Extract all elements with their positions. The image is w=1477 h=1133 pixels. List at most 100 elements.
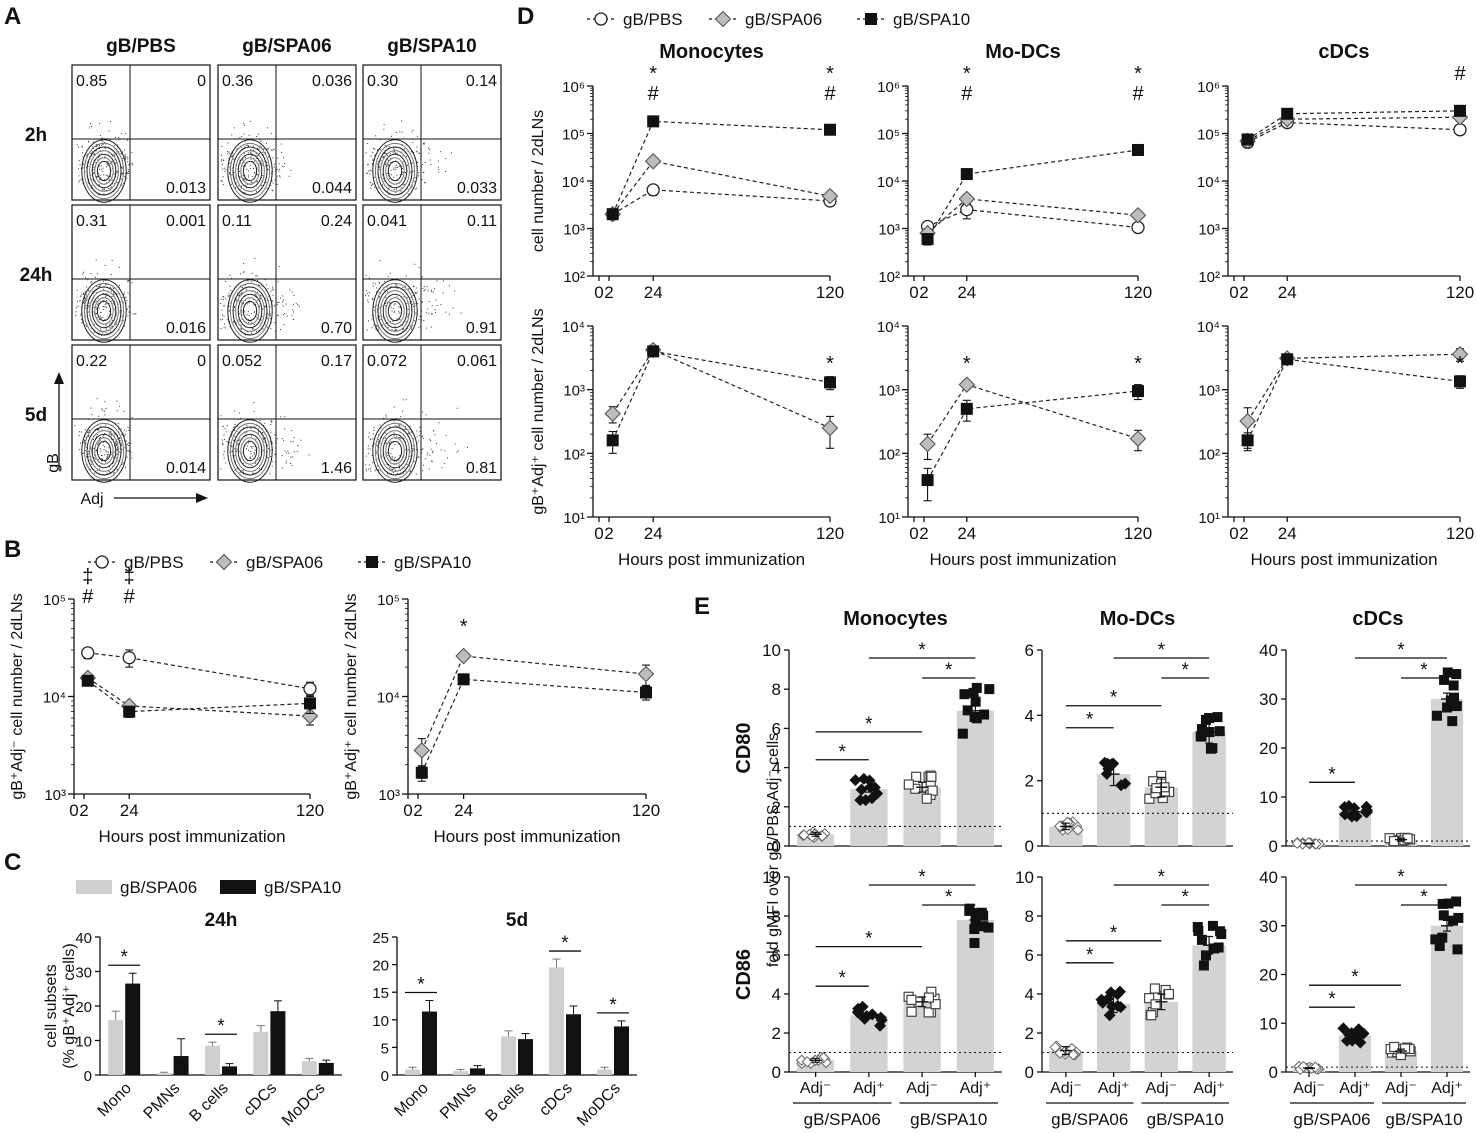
flow-event-dot xyxy=(246,289,248,291)
flow-event-dot xyxy=(271,465,273,467)
flow-event-dot xyxy=(254,258,256,260)
flow-event-dot xyxy=(128,311,130,313)
flow-event-dot xyxy=(418,172,420,174)
flow-event-dot xyxy=(101,408,103,410)
x-tick-label: 0 xyxy=(403,801,412,820)
flow-event-dot xyxy=(84,449,86,451)
data-point xyxy=(647,345,660,358)
flow-contour xyxy=(377,426,413,476)
flow-event-dot xyxy=(272,305,274,307)
flow-event-dot xyxy=(411,177,413,179)
flow-event-dot xyxy=(377,439,379,441)
flow-event-dot xyxy=(256,316,258,318)
data-point xyxy=(849,774,862,787)
flow-event-dot xyxy=(400,416,402,418)
flow-event-dot xyxy=(394,303,396,305)
flow-event-dot xyxy=(95,175,97,177)
flow-event-dot xyxy=(264,441,266,443)
flow-event-dot xyxy=(251,322,253,324)
flow-event-dot xyxy=(123,155,125,157)
y-tick-label: 10³ xyxy=(1198,222,1220,239)
flow-event-dot xyxy=(106,166,108,168)
flow-event-dot xyxy=(431,313,433,315)
flow-event-dot xyxy=(101,454,103,456)
flow-event-dot xyxy=(242,123,244,125)
flow-event-dot xyxy=(84,291,86,293)
flow-event-dot xyxy=(372,438,374,440)
category-label: Adj⁺ xyxy=(960,1080,992,1097)
flow-event-dot xyxy=(271,288,273,290)
flow-event-dot xyxy=(434,434,436,436)
flow-contour xyxy=(385,157,405,185)
y-tick-label: 10⁵ xyxy=(43,592,66,609)
data-point xyxy=(1445,695,1456,706)
flow-event-dot xyxy=(383,124,385,126)
flow-event-dot xyxy=(258,306,260,308)
flow-event-dot xyxy=(298,305,300,307)
flow-event-dot xyxy=(241,311,243,313)
flow-event-dot xyxy=(98,429,100,431)
data-point xyxy=(1350,810,1363,823)
flow-event-dot xyxy=(115,319,117,321)
x-tick-label: 2 xyxy=(604,524,613,543)
flow-event-dot xyxy=(222,425,224,427)
group-label: gB/SPA06 xyxy=(1293,1110,1370,1129)
flow-event-dot xyxy=(116,151,118,153)
flow-event-dot xyxy=(416,436,418,438)
y-tick-label: 0 xyxy=(772,1063,781,1082)
flow-event-dot xyxy=(90,123,92,125)
flow-event-dot xyxy=(276,184,278,186)
flow-event-dot xyxy=(443,463,445,465)
chart-title: Mo-DCs xyxy=(1100,608,1176,630)
flow-event-dot xyxy=(110,431,112,433)
flow-event-dot xyxy=(117,446,119,448)
flow-event-dot xyxy=(273,148,275,150)
flow-event-dot xyxy=(365,152,367,154)
flow-time-label: 5d xyxy=(25,405,47,426)
x-tick-label: 120 xyxy=(816,283,844,302)
flow-event-dot xyxy=(393,188,395,190)
flow-event-dot xyxy=(76,307,78,309)
flow-event-dot xyxy=(400,470,402,472)
flow-event-dot xyxy=(262,151,264,153)
flow-event-dot xyxy=(384,144,386,146)
flow-event-dot xyxy=(431,305,433,307)
flow-event-dot xyxy=(293,318,295,320)
x-axis-label: Hours post immunization xyxy=(1250,550,1437,569)
flow-event-dot xyxy=(414,181,416,183)
flow-event-dot xyxy=(378,328,380,330)
flow-event-dot xyxy=(112,293,114,295)
flow-event-dot xyxy=(99,134,101,136)
flow-event-dot xyxy=(227,153,229,155)
flow-contour xyxy=(387,300,403,322)
flow-event-dot xyxy=(386,190,388,192)
flow-event-dot xyxy=(223,305,225,307)
y-tick-label: 20 xyxy=(1259,739,1278,758)
flow-event-dot xyxy=(261,184,263,186)
significance-mark: * xyxy=(1134,353,1142,375)
flow-event-dot xyxy=(221,318,223,320)
flow-event-dot xyxy=(252,472,254,474)
flow-event-dot xyxy=(252,329,254,331)
flow-event-dot xyxy=(278,266,280,268)
flow-event-dot xyxy=(372,285,374,287)
flow-event-dot xyxy=(275,136,277,138)
flow-event-dot xyxy=(394,152,396,154)
flow-contour xyxy=(237,433,263,469)
series-line xyxy=(927,390,1139,481)
flow-event-dot xyxy=(83,440,85,442)
flow-event-dot xyxy=(104,264,106,266)
flow-event-dot xyxy=(263,438,265,440)
flow-event-dot xyxy=(224,418,226,420)
flow-event-dot xyxy=(85,324,87,326)
flow-event-dot xyxy=(91,164,93,166)
data-point xyxy=(927,785,938,796)
significance-mark: * xyxy=(1158,867,1166,888)
flow-event-dot xyxy=(94,153,96,155)
flow-event-dot xyxy=(110,153,112,155)
flow-event-dot xyxy=(394,283,396,285)
data-point xyxy=(875,1014,888,1027)
flow-event-dot xyxy=(396,285,398,287)
flow-event-dot xyxy=(393,441,395,443)
